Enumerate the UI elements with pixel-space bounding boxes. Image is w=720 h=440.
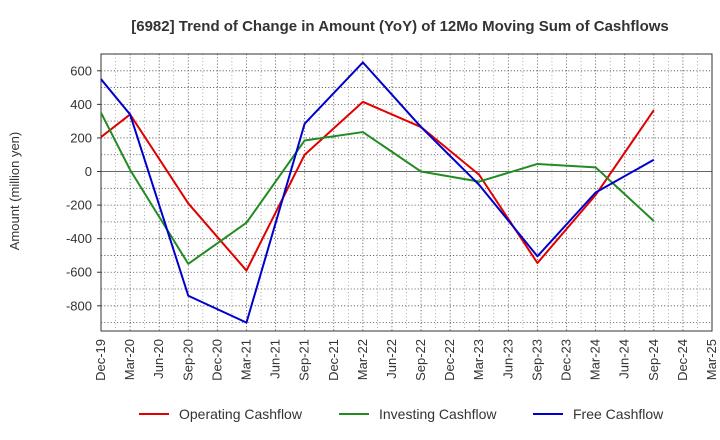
x-tick-label: Jun-20 (151, 339, 166, 379)
chart-title: [6982] Trend of Change in Amount (YoY) o… (131, 18, 669, 35)
axes (100, 53, 713, 332)
y-tick-label: 0 (85, 164, 92, 179)
x-tick-label: Jun-23 (500, 339, 515, 379)
x-tick-label: Sep-20 (180, 339, 195, 381)
x-tick-label: Dec-21 (326, 339, 341, 381)
x-tick-label: Dec-24 (675, 339, 690, 381)
x-tick-labels: Dec-19 Mar-20 Jun-20 Sep-20 Dec-20 Mar-21 Jun-… (93, 339, 719, 381)
series-line-free-cashflow (100, 61, 655, 324)
y-tick-label: -800 (66, 298, 92, 313)
legend-label: Free Cashflow (573, 406, 664, 422)
y-tick-label: 400 (70, 97, 92, 112)
y-tick-label: -400 (66, 231, 92, 246)
x-tick-label: Dec-22 (442, 339, 457, 381)
y-tick-label: -600 (66, 265, 92, 280)
x-tick-label: Sep-21 (297, 339, 312, 381)
x-tick-label: Mar-25 (704, 339, 719, 380)
x-tick-label: Dec-19 (93, 339, 108, 381)
series-line-operating-cashflow (100, 100, 655, 272)
legend-label: Operating Cashflow (179, 406, 303, 422)
legend-label: Investing Cashflow (379, 406, 497, 422)
x-tick-label: Sep-23 (529, 339, 544, 381)
y-tick-label: -200 (66, 198, 92, 213)
y-tick-label: 600 (70, 63, 92, 78)
x-tick-label: Mar-20 (122, 339, 137, 380)
x-tick-label: Dec-23 (559, 339, 574, 381)
data-series (100, 61, 655, 324)
x-tick-label: Sep-24 (646, 339, 661, 381)
x-tick-label: Sep-22 (413, 339, 428, 381)
x-tick-label: Mar-23 (471, 339, 486, 380)
grid-lines (100, 53, 713, 331)
y-tick-label: 200 (70, 130, 92, 145)
legend: Operating Cashflow Investing Cashflow Free… (139, 406, 664, 422)
x-tick-label: Mar-21 (238, 339, 253, 380)
x-tick-label: Dec-20 (209, 339, 224, 381)
x-tick-label: Mar-22 (355, 339, 370, 380)
plot-frame (100, 53, 713, 332)
x-tick-label: Jun-22 (384, 339, 399, 379)
x-tick-label: Jun-24 (617, 339, 632, 379)
x-tick-label: Mar-24 (588, 339, 603, 380)
x-tick-label: Jun-21 (268, 339, 283, 379)
y-tick-labels: 600 400 200 0 -200 -400 -600 -800 (66, 63, 101, 313)
y-axis-label: Amount (million yen) (7, 132, 22, 251)
